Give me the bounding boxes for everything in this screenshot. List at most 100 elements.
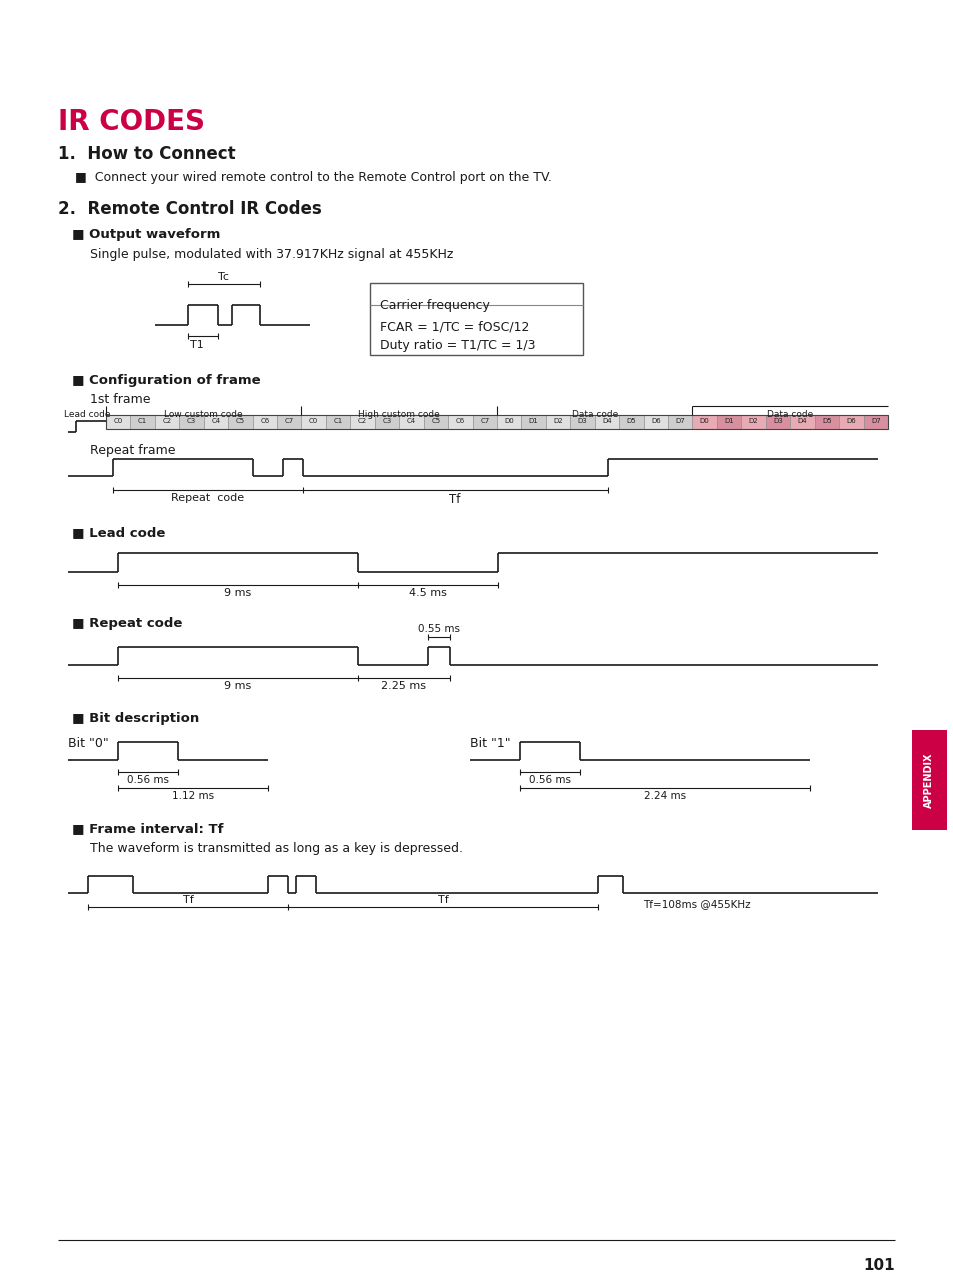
Bar (570, 415, 594, 429)
Text: 0.55 ms: 0.55 ms (417, 625, 459, 633)
Text: D3: D3 (578, 418, 587, 424)
Bar (740, 415, 765, 429)
Text: ■  Connect your wired remote control to the Remote Control port on the TV.: ■ Connect your wired remote control to t… (75, 170, 551, 184)
Bar (204, 415, 228, 429)
Text: 4.5 ms: 4.5 ms (409, 588, 446, 598)
Bar (667, 415, 692, 429)
Bar (375, 415, 399, 429)
Text: ■ Bit description: ■ Bit description (71, 712, 199, 725)
Bar (350, 415, 375, 429)
Text: C3: C3 (382, 418, 392, 424)
Text: 101: 101 (862, 1258, 894, 1272)
Text: 1st frame: 1st frame (90, 393, 151, 406)
Text: High custom code: High custom code (358, 410, 439, 418)
Text: D7: D7 (870, 418, 880, 424)
Bar (789, 415, 814, 429)
Text: 2.25 ms: 2.25 ms (381, 681, 426, 691)
Text: 1.12 ms: 1.12 ms (172, 791, 213, 801)
Text: 9 ms: 9 ms (224, 588, 252, 598)
Text: D6: D6 (650, 418, 660, 424)
Bar (106, 415, 887, 429)
Bar (814, 415, 839, 429)
Bar (692, 415, 717, 429)
Text: C5: C5 (235, 418, 245, 424)
Bar (399, 415, 423, 429)
Text: Data code: Data code (766, 410, 813, 418)
Text: The waveform is transmitted as long as a key is depressed.: The waveform is transmitted as long as a… (90, 842, 462, 855)
Bar (594, 415, 618, 429)
Bar (839, 415, 862, 429)
Bar (862, 415, 887, 429)
Text: D5: D5 (626, 418, 636, 424)
Bar (228, 415, 253, 429)
Text: C4: C4 (407, 418, 416, 424)
Bar (370, 282, 582, 355)
Text: 2.24 ms: 2.24 ms (643, 791, 685, 801)
Bar (643, 415, 667, 429)
Text: ■ Repeat code: ■ Repeat code (71, 617, 182, 630)
Text: C0: C0 (309, 418, 318, 424)
Bar (448, 415, 472, 429)
Text: C4: C4 (212, 418, 220, 424)
Bar (423, 415, 448, 429)
Text: 1.  How to Connect: 1. How to Connect (58, 145, 235, 163)
Text: Bit "0": Bit "0" (68, 736, 109, 750)
Bar (618, 415, 643, 429)
Text: D4: D4 (601, 418, 611, 424)
Text: C3: C3 (187, 418, 196, 424)
Text: IR CODES: IR CODES (58, 108, 205, 136)
Bar (253, 415, 276, 429)
Bar (131, 415, 154, 429)
Text: C6: C6 (456, 418, 464, 424)
Text: C2: C2 (357, 418, 367, 424)
Bar (911, 730, 946, 831)
Text: ■ Output waveform: ■ Output waveform (71, 228, 220, 240)
Text: APPENDIX: APPENDIX (923, 752, 933, 808)
Text: C7: C7 (479, 418, 489, 424)
Text: ■ Configuration of frame: ■ Configuration of frame (71, 374, 260, 387)
Text: D7: D7 (675, 418, 684, 424)
Bar (179, 415, 204, 429)
Text: Data code: Data code (571, 410, 618, 418)
Text: Single pulse, modulated with 37.917KHz signal at 455KHz: Single pulse, modulated with 37.917KHz s… (90, 248, 453, 261)
Text: C0: C0 (113, 418, 123, 424)
Text: D4: D4 (797, 418, 806, 424)
Text: T1: T1 (190, 340, 204, 350)
Text: C6: C6 (260, 418, 269, 424)
Text: C5: C5 (431, 418, 440, 424)
Text: C1: C1 (138, 418, 147, 424)
Text: Tf: Tf (449, 494, 460, 506)
Bar (717, 415, 740, 429)
Bar (106, 415, 131, 429)
Bar (276, 415, 301, 429)
Text: C7: C7 (284, 418, 294, 424)
Text: D6: D6 (845, 418, 856, 424)
Text: D2: D2 (748, 418, 758, 424)
Text: Tc: Tc (218, 272, 230, 282)
Text: 0.56 ms: 0.56 ms (127, 775, 169, 785)
Text: FCAR = 1/TC = fOSC/12: FCAR = 1/TC = fOSC/12 (379, 321, 529, 335)
Text: Low custom code: Low custom code (164, 410, 243, 418)
Text: D2: D2 (553, 418, 562, 424)
Text: D1: D1 (723, 418, 733, 424)
Text: C1: C1 (334, 418, 342, 424)
Bar (497, 415, 521, 429)
Bar (301, 415, 326, 429)
Text: 0.56 ms: 0.56 ms (529, 775, 571, 785)
Text: ■ Frame interval: Tf: ■ Frame interval: Tf (71, 822, 223, 834)
Text: D0: D0 (504, 418, 514, 424)
Text: D5: D5 (821, 418, 831, 424)
Bar (326, 415, 350, 429)
Text: Tf=108ms @455KHz: Tf=108ms @455KHz (642, 899, 750, 909)
Text: Repeat frame: Repeat frame (90, 444, 175, 457)
Text: D1: D1 (528, 418, 537, 424)
Text: Lead code: Lead code (64, 410, 111, 418)
Text: Bit "1": Bit "1" (470, 736, 510, 750)
Bar (521, 415, 545, 429)
Text: C2: C2 (162, 418, 172, 424)
Text: Tf: Tf (182, 895, 193, 904)
Text: Duty ratio = T1/TC = 1/3: Duty ratio = T1/TC = 1/3 (379, 340, 535, 352)
Bar (154, 415, 179, 429)
Bar (765, 415, 789, 429)
Text: D3: D3 (772, 418, 782, 424)
